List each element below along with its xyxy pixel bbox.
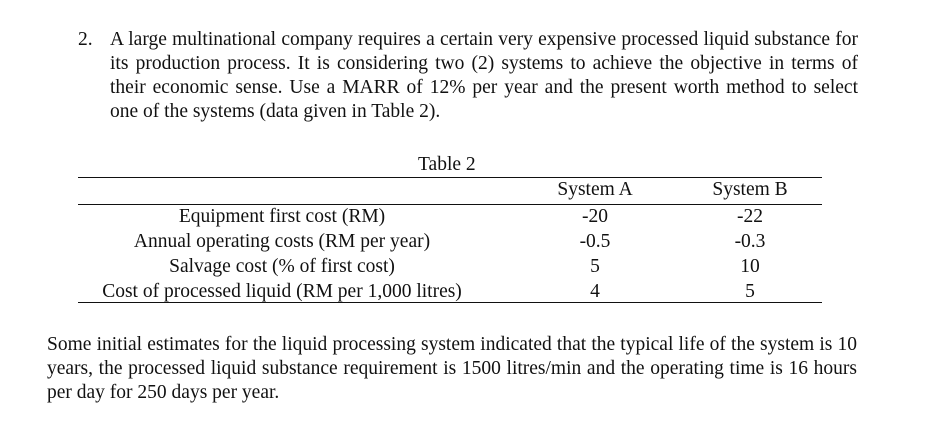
table-top-rule xyxy=(78,177,822,178)
cell-liquid-cost-a: 4 xyxy=(590,281,600,302)
row-label-first-cost: Equipment first cost (RM) xyxy=(178,206,386,227)
footnote-paragraph: Some initial estimates for the liquid pr… xyxy=(47,334,857,403)
table-header-rule xyxy=(78,204,822,205)
column-header-system-a: System A xyxy=(557,179,633,200)
column-header-system-b: System B xyxy=(712,179,788,200)
cell-salvage-cost-b: 10 xyxy=(740,256,760,277)
row-label-liquid-cost: Cost of processed liquid (RM per 1,000 l… xyxy=(102,281,462,302)
row-label-operating-costs: Annual operating costs (RM per year) xyxy=(133,231,431,252)
cell-salvage-cost-a: 5 xyxy=(590,256,600,277)
table-bottom-rule xyxy=(78,302,822,303)
question-number: 2. xyxy=(78,29,93,50)
cell-liquid-cost-b: 5 xyxy=(745,281,755,302)
cell-first-cost-a: -20 xyxy=(582,206,608,227)
question-block: 2. A large multinational company require… xyxy=(78,28,858,124)
table-caption: Table 2 xyxy=(418,154,476,175)
cell-operating-costs-b: -0.3 xyxy=(734,231,766,252)
row-label-salvage-cost: Salvage cost (% of first cost) xyxy=(169,256,395,277)
cell-first-cost-b: -22 xyxy=(737,206,763,227)
question-text: A large multinational company requires a… xyxy=(110,29,858,122)
cell-operating-costs-a: -0.5 xyxy=(579,231,611,252)
